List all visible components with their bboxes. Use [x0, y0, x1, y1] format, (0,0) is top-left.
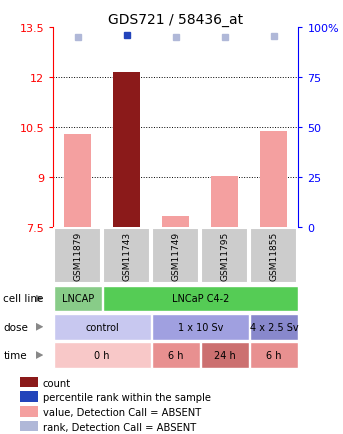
Bar	[250, 228, 297, 284]
Text: cell line: cell line	[3, 294, 44, 304]
Text: count: count	[43, 378, 71, 388]
Title: GDS721 / 58436_at: GDS721 / 58436_at	[108, 13, 243, 27]
Bar	[20, 391, 38, 402]
Text: GSM11855: GSM11855	[269, 231, 279, 281]
Text: 6 h: 6 h	[266, 350, 282, 360]
Text: 6 h: 6 h	[168, 350, 184, 360]
Bar	[20, 421, 38, 431]
Bar	[260, 132, 287, 228]
Bar	[201, 342, 249, 368]
Bar	[103, 286, 298, 312]
Polygon shape	[36, 352, 44, 359]
Text: dose: dose	[3, 322, 28, 332]
Bar	[152, 314, 249, 340]
Text: 0 h: 0 h	[94, 350, 110, 360]
Bar	[211, 176, 238, 228]
Bar	[54, 228, 101, 284]
Bar	[152, 342, 200, 368]
Bar	[54, 314, 151, 340]
Bar	[103, 228, 150, 284]
Bar	[250, 342, 298, 368]
Bar	[250, 314, 298, 340]
Bar	[113, 73, 140, 228]
Bar	[162, 216, 189, 228]
Text: value, Detection Call = ABSENT: value, Detection Call = ABSENT	[43, 407, 201, 417]
Bar	[54, 286, 102, 312]
Text: time: time	[3, 350, 27, 360]
Text: percentile rank within the sample: percentile rank within the sample	[43, 392, 211, 402]
Text: 4 x 2.5 Sv: 4 x 2.5 Sv	[250, 322, 298, 332]
Text: GSM11879: GSM11879	[73, 231, 82, 281]
Polygon shape	[36, 295, 44, 303]
Bar	[20, 406, 38, 417]
Bar	[201, 228, 248, 284]
Polygon shape	[36, 323, 44, 331]
Text: LNCAP: LNCAP	[61, 294, 94, 304]
Text: LNCaP C4-2: LNCaP C4-2	[172, 294, 229, 304]
Text: control: control	[85, 322, 119, 332]
Bar	[152, 228, 199, 284]
Text: GSM11795: GSM11795	[220, 231, 229, 281]
Text: rank, Detection Call = ABSENT: rank, Detection Call = ABSENT	[43, 422, 196, 432]
Text: 24 h: 24 h	[214, 350, 236, 360]
Text: 1 x 10 Sv: 1 x 10 Sv	[178, 322, 223, 332]
Text: GSM11749: GSM11749	[171, 232, 180, 280]
Bar	[64, 135, 91, 228]
Bar	[20, 377, 38, 388]
Bar	[54, 342, 151, 368]
Text: GSM11743: GSM11743	[122, 232, 131, 280]
